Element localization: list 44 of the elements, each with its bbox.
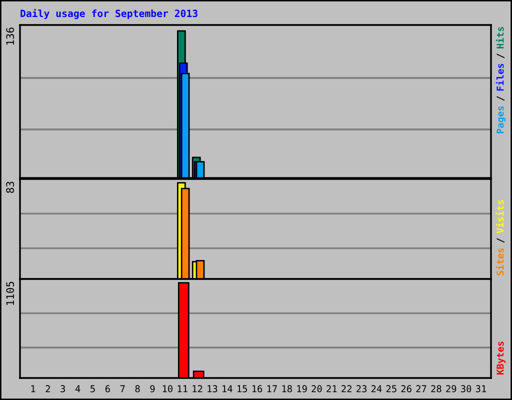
x-tick-label: 18	[282, 385, 292, 392]
text: Visits	[496, 200, 504, 234]
x-tick-label: 6	[105, 385, 110, 392]
text: 136	[6, 28, 14, 45]
x-tick-label: 24	[371, 385, 382, 392]
x-tick-label: 20	[312, 385, 322, 392]
x-tick-label: 23	[356, 385, 367, 392]
x-tick-label: 15	[238, 385, 247, 392]
x-tick-label: 30	[461, 385, 472, 392]
text: /	[496, 54, 504, 58]
text: 83	[6, 182, 14, 193]
x-tick-label: 29	[446, 385, 456, 392]
x-tick-label: 7	[120, 385, 125, 392]
x-tick-label: 31	[476, 385, 486, 392]
x-tick-label: 1	[31, 385, 36, 392]
text: 1105	[6, 282, 14, 305]
x-tick-label: 16	[252, 385, 262, 392]
text: Sites	[496, 248, 504, 276]
text: KBytes	[496, 342, 506, 374]
chart-title: Daily usage for September 2013	[20, 8, 198, 20]
x-tick-label: 13	[208, 385, 218, 392]
x-tick-label: 11	[178, 385, 188, 392]
x-tick-label: 9	[150, 385, 155, 392]
x-tick-label: 28	[431, 385, 442, 392]
text: /	[496, 96, 504, 101]
x-tick-label: 25	[386, 385, 396, 392]
x-tick-label: 8	[135, 385, 140, 392]
text: Hits	[496, 27, 504, 48]
x-tick-label: 26	[401, 385, 412, 392]
text: Files	[496, 64, 504, 91]
text: Pages	[496, 106, 506, 134]
x-tick-label: 2	[46, 385, 50, 392]
text: /	[496, 238, 504, 243]
x-tick-label: 4	[75, 385, 80, 392]
x-tick-label: 19	[297, 385, 307, 392]
x-tick-label: 12	[192, 385, 202, 392]
x-tick-label: 10	[162, 385, 172, 392]
x-tick-label: 27	[416, 385, 426, 392]
x-tick-label: 3	[60, 385, 65, 392]
x-tick-label: 22	[342, 385, 352, 392]
x-tick-label: 21	[326, 385, 337, 392]
x-tick-label: 17	[267, 385, 277, 392]
x-tick-label: 14	[222, 385, 232, 392]
x-tick-label: 5	[90, 385, 95, 392]
